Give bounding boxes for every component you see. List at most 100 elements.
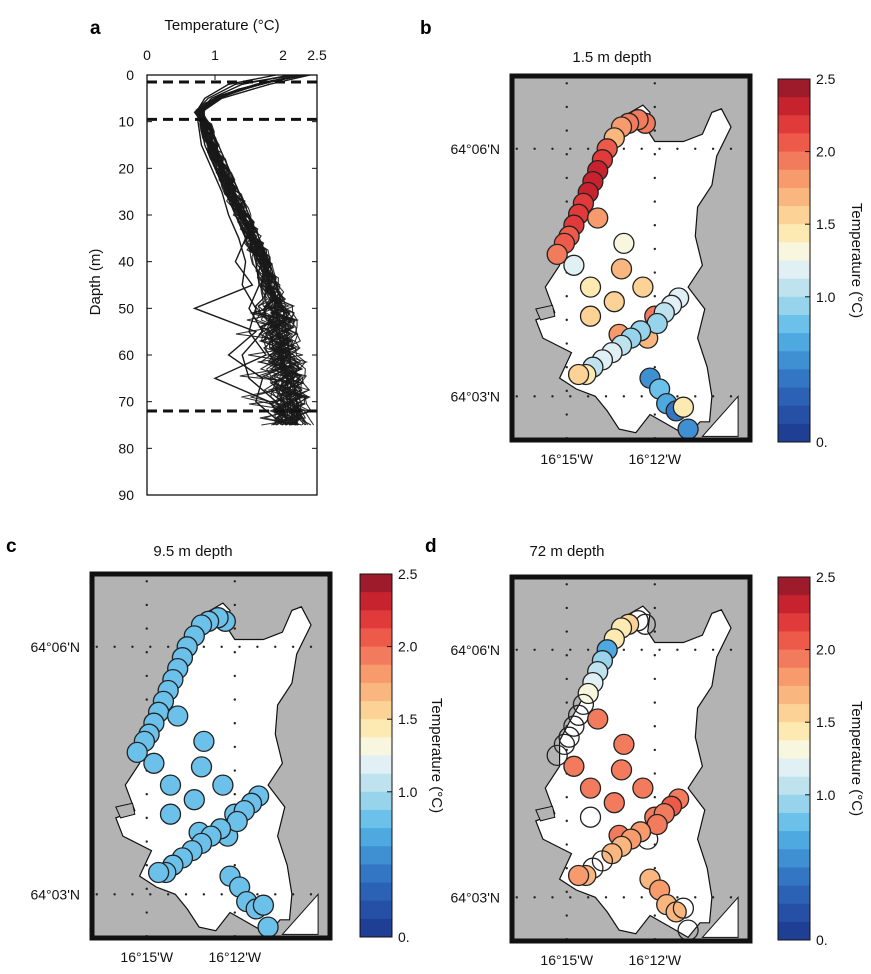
colorbar-swatch: [360, 628, 392, 648]
station-point: [183, 789, 205, 811]
graticule-dot: [233, 603, 236, 607]
graticule-dot: [565, 890, 568, 894]
graticule-dot: [653, 176, 656, 180]
graticule-dot: [622, 648, 626, 651]
colorbar-swatch: [778, 758, 810, 778]
station-point: [147, 861, 170, 884]
graticule-dot: [565, 295, 568, 298]
graticule-dot: [658, 648, 661, 651]
colorbar-tick-label: 1.0: [816, 289, 836, 305]
graticule-dot: [569, 147, 572, 150]
graticule-dot: [145, 816, 148, 820]
graticule-dot: [569, 648, 572, 651]
island: [535, 805, 556, 822]
graticule-dot: [184, 893, 188, 896]
colorbar-swatch: [778, 206, 810, 225]
panel-c: c 9.5 m depth: [6, 536, 233, 560]
station-point: [563, 715, 585, 737]
station-point: [252, 894, 275, 916]
graticule-dot: [711, 648, 715, 651]
graticule-dot: [653, 129, 656, 132]
graticule-dot: [145, 840, 148, 843]
graticule-dot: [586, 896, 590, 899]
colorbars: 2.5 2.0 1.5 1.0 0. Temperature (°C) 2.5 2.0 1.5 1…: [359, 71, 865, 948]
station-point: [563, 254, 585, 276]
colorbar-tick-label: 1.5: [816, 714, 836, 730]
graticule-dot: [565, 318, 568, 322]
graticule-dot: [565, 843, 568, 846]
profile-line-extra: [196, 74, 305, 426]
colorbar-swatch: [360, 610, 392, 629]
graticule-dot: [131, 645, 134, 648]
station-point: [632, 777, 654, 799]
graticule-dot: [220, 893, 223, 896]
graticule-dot: [653, 748, 656, 752]
corner-water: [701, 895, 739, 938]
graticule-dot: [145, 674, 148, 678]
graticule-dot: [653, 200, 656, 203]
station-point: [579, 777, 602, 799]
graticule-dot: [233, 580, 236, 583]
colorbar-swatch: [360, 646, 392, 666]
longitude-label-east: 16°12'W: [628, 451, 681, 467]
temperature-profiles: [147, 74, 317, 426]
colorbar-swatch: [778, 151, 810, 171]
station-point: [665, 901, 687, 923]
colorbar-swatch: [360, 900, 392, 920]
graticule-dot: [622, 395, 626, 398]
graticule-dot: [145, 627, 148, 630]
y-tick-label: 50: [118, 300, 134, 316]
graticule-dot: [565, 796, 568, 799]
colorbar-swatch: [360, 664, 392, 684]
station-point: [603, 291, 625, 313]
panel-letter-d: d: [425, 536, 437, 557]
colorbar-swatch: [360, 828, 392, 847]
graticule-dot: [233, 698, 236, 701]
graticule-dot: [586, 648, 590, 651]
station-point: [632, 276, 654, 298]
colorbar-tick-label: 1.0: [816, 787, 836, 803]
island: [115, 802, 136, 819]
latitude-label-south: 64°03'N: [450, 388, 500, 404]
panel-b-title: 1.5 m depth: [572, 49, 651, 66]
station-point: [126, 741, 148, 764]
graticule-dot: [565, 630, 568, 633]
graticule-dot: [653, 271, 656, 274]
colorbar-tick-label: 2.5: [398, 566, 418, 582]
graticule-dot: [202, 893, 206, 896]
station-point: [553, 733, 576, 756]
graticule-dot: [604, 896, 608, 899]
colorbar-label: Temperature (°C): [428, 698, 445, 813]
colorbar-frame: [777, 576, 811, 941]
latitude-label-north: 64°06'N: [450, 642, 500, 658]
colorbar-swatch: [360, 719, 392, 738]
latitude-label-south: 64°03'N: [30, 886, 80, 902]
colorbar-swatch: [778, 849, 810, 868]
colorbar-b: 2.5 2.0 1.5 1.0 0. Temperature (°C): [777, 71, 865, 450]
colorbar-swatch: [778, 831, 810, 850]
panel-a-ylabel: Dapth (m): [87, 249, 104, 316]
panel-letter-b: b: [420, 18, 432, 39]
graticule-dot: [233, 674, 236, 678]
graticule-dot: [653, 630, 656, 633]
map-frame: [509, 574, 753, 944]
graticule-dot: [256, 645, 259, 648]
station-point: [563, 755, 585, 777]
graticule-dot: [145, 580, 148, 583]
colorbar-swatch: [778, 577, 810, 596]
station-point: [546, 243, 568, 266]
panel-letter-a: a: [90, 18, 101, 39]
latitude-label-north: 64°06'N: [30, 639, 80, 655]
colorbar-swatch: [360, 592, 392, 611]
graticule-dot: [145, 887, 148, 891]
longitude-label-west: 16°15'W: [540, 952, 593, 968]
graticule-dot: [565, 914, 568, 917]
graticule-dot: [565, 867, 568, 870]
graticule-dot: [565, 654, 568, 657]
graticule-dot: [586, 147, 590, 150]
station-point: [567, 864, 590, 887]
station-point: [610, 258, 633, 280]
graticule-dot: [711, 147, 715, 150]
graticule-dot: [622, 896, 626, 899]
colorbar-swatch: [360, 755, 392, 775]
